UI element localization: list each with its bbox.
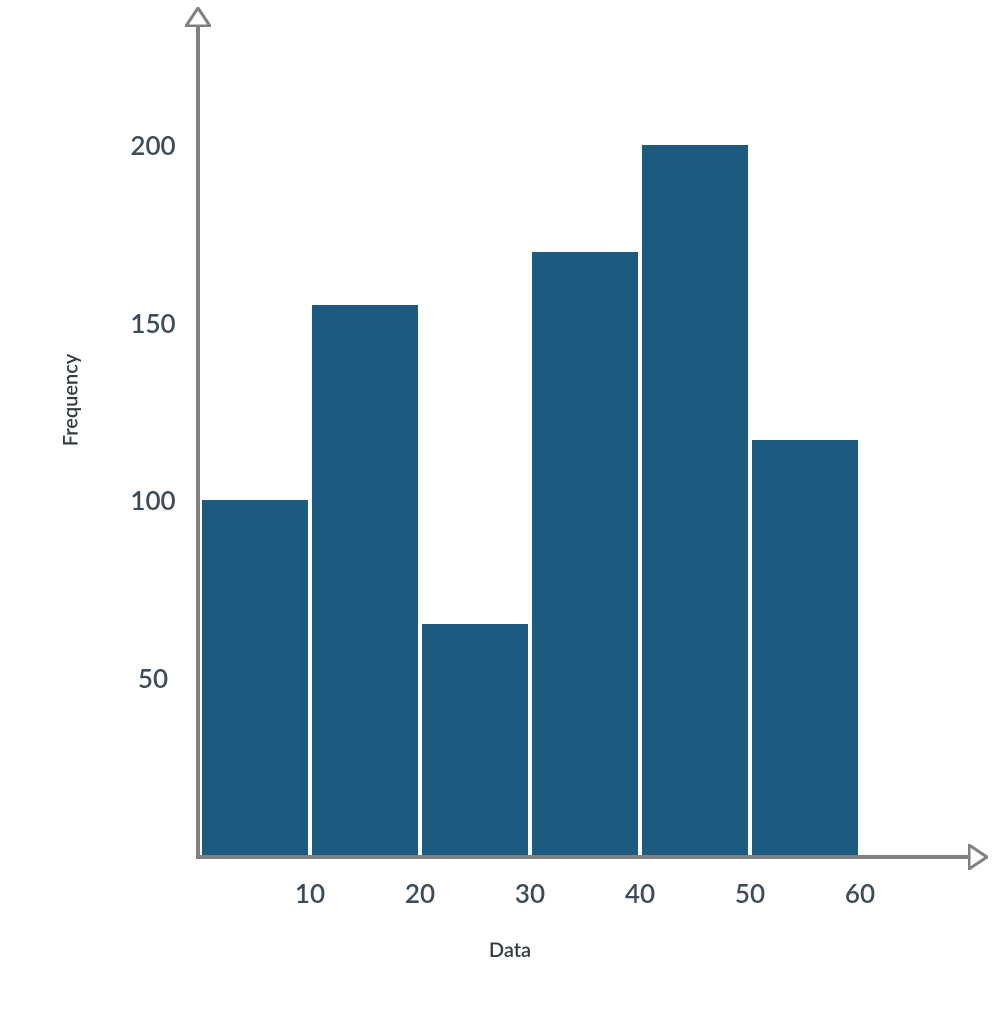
y-axis-label: Frequency xyxy=(50,320,90,480)
histogram-bar xyxy=(752,440,858,855)
y-axis-arrowhead-icon xyxy=(185,7,211,27)
x-tick-label: 40 xyxy=(604,870,676,916)
x-axis-label: Data xyxy=(460,930,560,970)
histogram-bar xyxy=(532,252,638,856)
y-axis-line xyxy=(196,25,200,859)
y-tick-label: 50 xyxy=(110,655,196,701)
x-axis-label-text: Data xyxy=(489,938,531,962)
plot-area xyxy=(200,25,970,855)
histogram-bar xyxy=(642,145,748,855)
x-tick-label: 50 xyxy=(714,870,786,916)
y-tick-label: 100 xyxy=(110,477,196,523)
x-axis-line xyxy=(196,855,970,859)
y-axis-label-text: Frequency xyxy=(58,354,82,447)
histogram-chart: 50 100 150 200 10 20 30 40 50 60 Frequency Data xyxy=(0,0,992,1024)
x-tick-label: 30 xyxy=(494,870,566,916)
x-axis-arrowhead-icon xyxy=(968,844,988,870)
y-tick-label: 150 xyxy=(110,300,196,346)
x-tick-label: 20 xyxy=(384,870,456,916)
histogram-bar xyxy=(312,305,418,855)
x-tick-label: 10 xyxy=(274,870,346,916)
histogram-bar xyxy=(202,500,308,855)
histogram-bar xyxy=(422,624,528,855)
x-tick-label: 60 xyxy=(824,870,896,916)
y-tick-label: 200 xyxy=(110,122,196,168)
